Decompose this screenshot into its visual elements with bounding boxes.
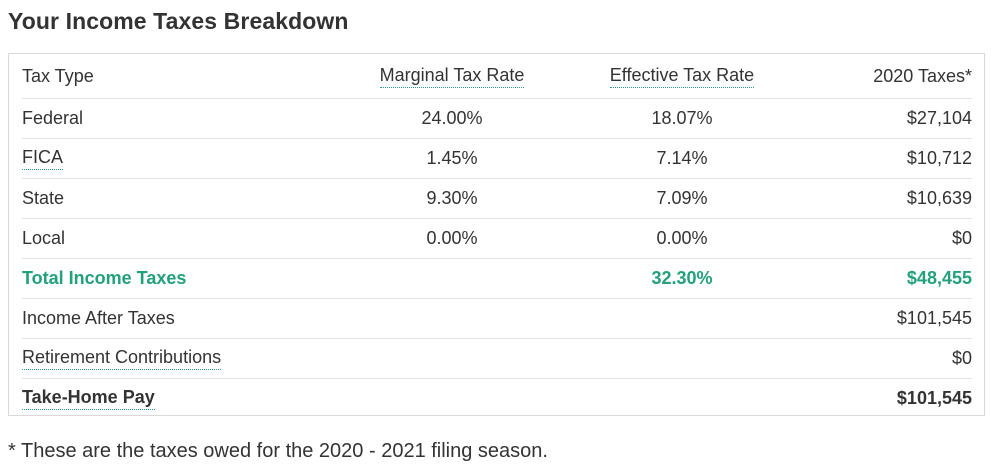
table-row-local: Local 0.00% 0.00% $0 bbox=[22, 219, 972, 259]
take-home-value: $101,545 bbox=[896, 387, 972, 408]
take-home-cell[interactable]: Take-Home Pay bbox=[22, 379, 155, 417]
row-effective: 7.14% bbox=[656, 148, 708, 168]
row-marginal: 0.00% bbox=[426, 228, 478, 248]
table-row-fica: FICA 1.45% 7.14% $10,712 bbox=[22, 139, 972, 179]
footnote: * These are the taxes owed for the 2020 … bbox=[8, 440, 548, 462]
row-effective: 7.09% bbox=[656, 188, 708, 208]
header-effective-tax-rate[interactable]: Effective Tax Rate bbox=[562, 54, 802, 98]
row-taxes: $10,712 bbox=[906, 148, 972, 168]
table-row-income-after-taxes: Income After Taxes $101,545 bbox=[22, 299, 972, 339]
row-taxes: $27,104 bbox=[906, 108, 972, 128]
retirement-value: $0 bbox=[951, 348, 972, 368]
header-marginal-label[interactable]: Marginal Tax Rate bbox=[379, 65, 525, 88]
fica-label[interactable]: FICA bbox=[22, 147, 64, 170]
total-taxes: $48,455 bbox=[906, 268, 972, 288]
row-label: Local bbox=[22, 228, 66, 248]
row-label: Federal bbox=[22, 108, 84, 128]
row-marginal: 24.00% bbox=[421, 108, 483, 128]
table-row-state: State 9.30% 7.09% $10,639 bbox=[22, 179, 972, 219]
after-taxes-label: Income After Taxes bbox=[22, 308, 175, 328]
after-taxes-value: $101,545 bbox=[896, 308, 972, 328]
header-2020-taxes: 2020 Taxes* bbox=[873, 65, 972, 86]
row-taxes: $0 bbox=[951, 228, 972, 248]
row-marginal: 9.30% bbox=[426, 188, 478, 208]
table-row-retirement: Retirement Contributions $0 bbox=[22, 339, 972, 379]
table-row-federal: Federal 24.00% 18.07% $27,104 bbox=[22, 99, 972, 139]
header-tax-type: Tax Type bbox=[22, 65, 94, 86]
total-effective: 32.30% bbox=[651, 268, 713, 288]
row-effective: 18.07% bbox=[651, 108, 713, 128]
row-taxes: $10,639 bbox=[906, 188, 972, 208]
row-effective: 0.00% bbox=[656, 228, 708, 248]
table-row-take-home: Take-Home Pay $101,545 bbox=[22, 379, 972, 417]
retirement-cell[interactable]: Retirement Contributions bbox=[22, 339, 222, 378]
header-effective-label[interactable]: Effective Tax Rate bbox=[609, 65, 755, 88]
header-marginal-tax-rate[interactable]: Marginal Tax Rate bbox=[332, 54, 572, 98]
row-marginal: 1.45% bbox=[426, 148, 478, 168]
page-title: Your Income Taxes Breakdown bbox=[8, 8, 349, 34]
table-header-row: Tax Type Marginal Tax Rate Effective Tax… bbox=[22, 54, 972, 99]
retirement-label[interactable]: Retirement Contributions bbox=[22, 347, 222, 370]
table-row-total: Total Income Taxes 32.30% $48,455 bbox=[22, 259, 972, 299]
total-label: Total Income Taxes bbox=[22, 268, 187, 288]
row-label-fica[interactable]: FICA bbox=[22, 139, 64, 178]
taxes-table: Tax Type Marginal Tax Rate Effective Tax… bbox=[8, 53, 985, 416]
take-home-label[interactable]: Take-Home Pay bbox=[22, 387, 155, 410]
row-label: State bbox=[22, 188, 65, 208]
